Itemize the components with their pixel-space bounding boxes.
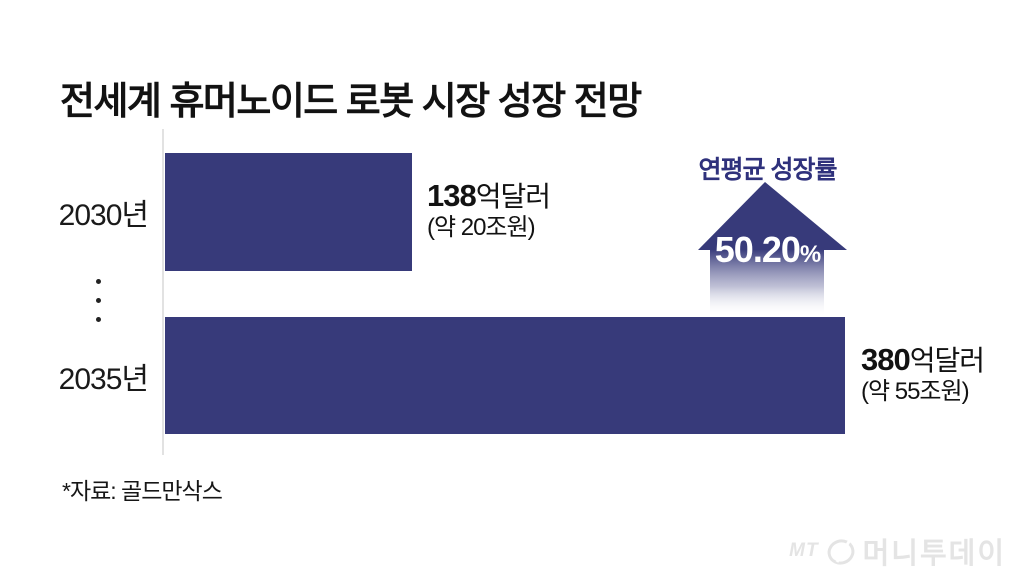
growth-rate-number: 50.20 <box>714 229 801 270</box>
percent-sign: % <box>799 241 822 268</box>
moneytoday-logo: MT 머니투데이 <box>789 530 1006 572</box>
value-label-2035: 380억달러 (약 55조원) <box>861 342 985 406</box>
ellipsis-dot <box>96 317 101 322</box>
value-line-sub: (약 55조원) <box>861 378 970 406</box>
value-line-main: 380억달러 <box>861 342 985 377</box>
bar-2030 <box>165 153 412 271</box>
value-unit: 억달러 <box>475 181 551 212</box>
circle-slash-icon <box>827 537 855 565</box>
value-line-main: 138억달러 <box>427 178 551 213</box>
up-arrow-icon <box>698 182 847 317</box>
growth-rate-label: 연평균 성장률 <box>698 156 838 184</box>
value-line-sub: (약 20조원) <box>427 214 536 242</box>
source-note: *자료: 골드만삭스 <box>62 478 223 504</box>
logo-name-text: 머니투데이 <box>862 538 1006 570</box>
value-number: 138 <box>427 178 477 213</box>
ellipsis-dot <box>96 279 101 284</box>
page-title: 전세계 휴머노이드 로봇 시장 성장 전망 <box>60 81 642 123</box>
logo-mt-text: MT <box>789 540 819 561</box>
value-number: 380 <box>861 342 911 377</box>
growth-rate-value: 50.20% <box>693 229 843 271</box>
value-label-2030: 138억달러 (약 20조원) <box>427 178 551 242</box>
ellipsis-dot <box>96 298 101 303</box>
value-unit: 억달러 <box>909 345 985 376</box>
category-label-2030: 2030년 <box>58 199 149 232</box>
ellipsis-dots <box>96 279 101 322</box>
bar-2035 <box>165 317 845 434</box>
y-axis-line <box>162 129 164 455</box>
category-label-2035: 2035년 <box>58 362 149 396</box>
